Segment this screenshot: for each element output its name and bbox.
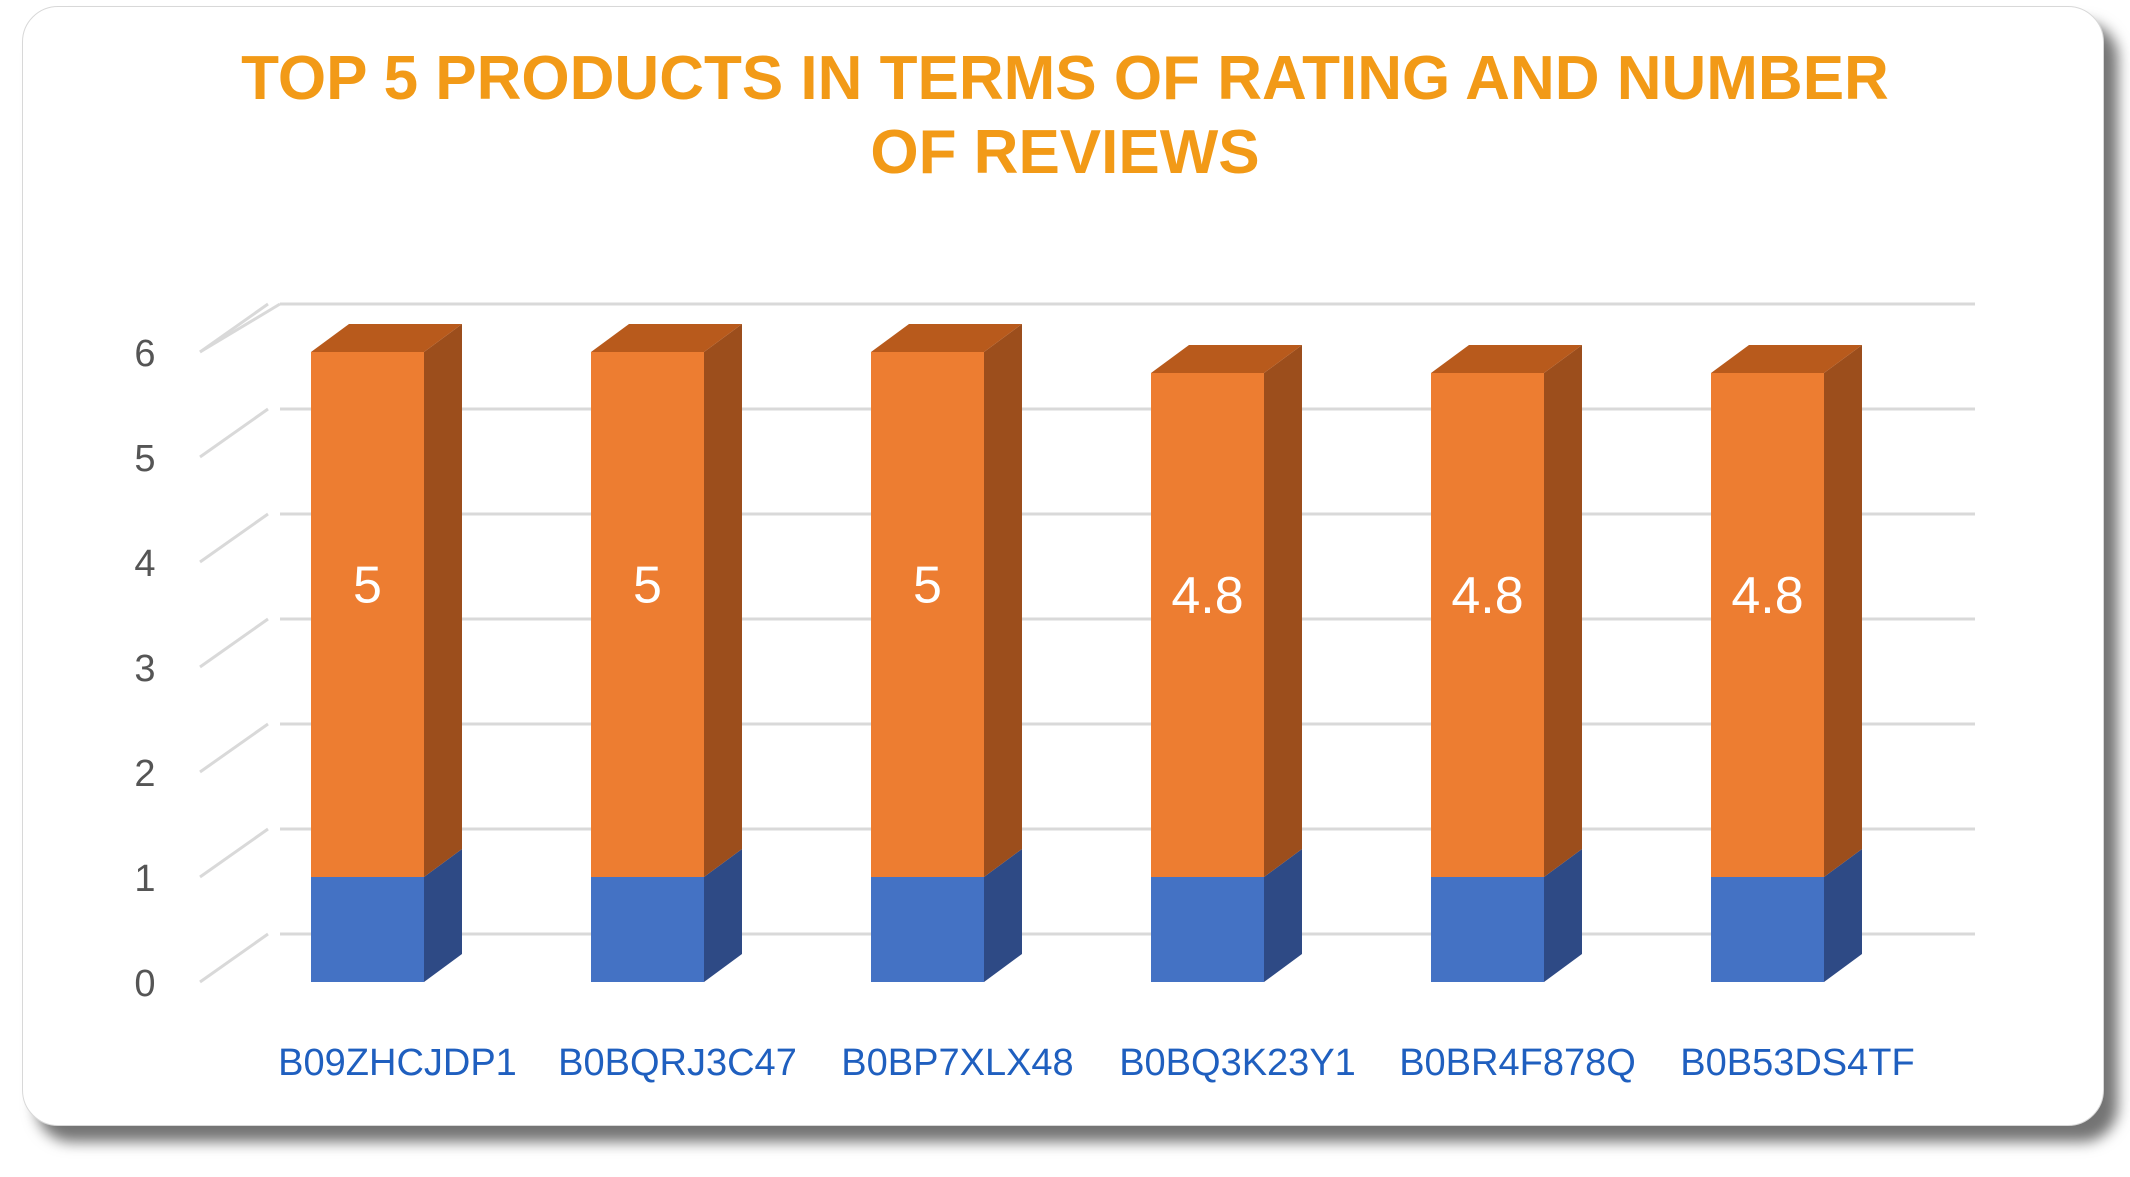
bar (311, 877, 424, 982)
bar-side (1544, 849, 1582, 982)
bar-side (984, 324, 1022, 877)
x-tick-label: B0BQRJ3C47 (558, 1042, 797, 1084)
bar-top (871, 324, 1022, 352)
bar (1711, 373, 1824, 877)
data-label: 4.8 (1451, 567, 1523, 625)
bar (591, 352, 704, 877)
grid-depth-line (199, 512, 269, 564)
y-tick-label: 2 (134, 753, 155, 795)
bar (1431, 877, 1544, 982)
bar (1151, 877, 1264, 982)
bar-top (1151, 345, 1302, 373)
bar-side (704, 324, 742, 877)
bar (311, 352, 424, 877)
data-label: 5 (353, 557, 382, 615)
bar-side (704, 849, 742, 982)
bar-side (1824, 345, 1862, 877)
x-tick-label: B09ZHCJDP1 (278, 1042, 517, 1084)
y-tick-label: 6 (134, 333, 155, 375)
bar-top (591, 324, 742, 352)
bar-side (424, 849, 462, 982)
x-tick-label: B0BP7XLX48 (841, 1042, 1073, 1084)
bar-side (1264, 849, 1302, 982)
bar (1431, 373, 1544, 877)
y-tick-label: 5 (134, 438, 155, 480)
data-label: 5 (913, 557, 942, 615)
bar (591, 877, 704, 982)
grid-depth-line (199, 827, 269, 879)
bar-side (1824, 849, 1862, 982)
x-tick-label: B0B53DS4TF (1680, 1042, 1914, 1084)
bar-side (424, 324, 462, 877)
bar-side (1544, 345, 1582, 877)
grid-depth-line (199, 407, 269, 459)
bar-side (1264, 345, 1302, 877)
grid-depth-line (199, 932, 269, 984)
data-label: 4.8 (1731, 567, 1803, 625)
bar (871, 877, 984, 982)
bar (1711, 877, 1824, 982)
grid-depth-line (199, 722, 269, 774)
bar (1151, 373, 1264, 877)
data-label: 4.8 (1171, 567, 1243, 625)
y-tick-label: 1 (134, 858, 155, 900)
bar-top (311, 324, 462, 352)
chart-title: TOP 5 PRODUCTS IN TERMS OF RATING AND NU… (241, 44, 1889, 187)
x-tick-label: B0BR4F878Q (1399, 1042, 1636, 1084)
x-tick-label: B0BQ3K23Y1 (1119, 1042, 1356, 1084)
bar-side (984, 849, 1022, 982)
grid-depth-line (199, 617, 269, 669)
grid-depth-line (199, 302, 281, 354)
y-tick-label: 0 (134, 963, 155, 1005)
data-label: 5 (633, 557, 662, 615)
bar (871, 352, 984, 877)
y-tick-label: 3 (134, 648, 155, 690)
bar-top (1431, 345, 1582, 373)
bar-top (1711, 345, 1862, 373)
y-tick-label: 4 (134, 543, 155, 585)
